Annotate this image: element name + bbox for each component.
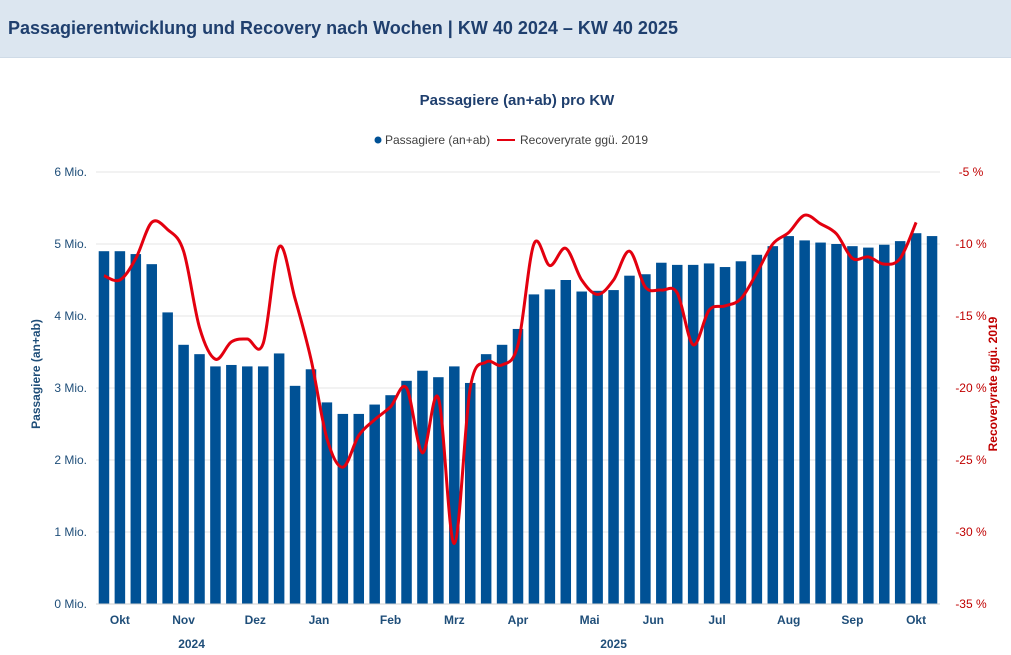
x-month-label: Dez [245,613,266,627]
bar [289,385,301,604]
bar [910,233,922,604]
legend-bar-marker [374,136,382,144]
bar [815,242,826,604]
bar [576,291,587,604]
bar [592,290,603,604]
bar [417,370,428,604]
x-axis: Okt Nov Dez Jan Feb Mrz Apr Mai Jun Jul Aug Sep Okt 2… [96,603,940,651]
x-month-label: Apr [508,613,529,627]
x-month-label: Jul [708,613,725,627]
bar [863,247,874,604]
y-right-tick-label: -10 % [955,237,987,251]
bar [496,344,508,604]
x-month-label: Feb [380,613,401,627]
bar [146,264,157,604]
bar [464,382,476,604]
y-left-tick-label: 5 Mio. [54,237,87,251]
y-axis-left-label: Passagiere (an+ab) [29,319,43,429]
bar [242,366,253,604]
bar [926,236,938,604]
bar [767,246,779,604]
y-left-tick-label: 3 Mio. [54,381,87,395]
legend-line-label[interactable]: Recoveryrate ggü. 2019 [520,133,648,147]
y-right-tick-label: -15 % [955,309,987,323]
bar [894,241,906,604]
bar [512,328,524,604]
legend[interactable]: Passagiere (an+ab) Recoveryrate ggü. 201… [374,133,649,147]
bar [226,364,237,604]
legend-bar-label[interactable]: Passagiere (an+ab) [385,133,490,147]
bar [369,404,380,604]
page-header: Passagierentwicklung und Recovery nach W… [0,0,1011,58]
bar [273,353,285,604]
bar [305,369,317,604]
bar [210,366,221,604]
bar [656,262,667,604]
bar [353,413,365,604]
bar [831,244,842,604]
bar [130,254,142,604]
y-left-tick-label: 4 Mio. [54,309,87,323]
x-month-label: Aug [777,613,800,627]
x-year-label: 2024 [178,637,205,651]
x-month-label: Nov [172,613,195,627]
bar [480,354,492,604]
bar [560,280,572,604]
x-month-label: Jan [309,613,330,627]
x-month-label: Okt [906,613,926,627]
line-series [103,213,918,546]
bar [608,290,619,604]
y-axis-left: 0 Mio. 1 Mio. 2 Mio. 3 Mio. 4 Mio. 5 Mio. 6 Mi… [54,165,87,611]
bar [162,312,173,604]
bar [337,413,349,604]
bar [640,274,651,604]
y-right-tick-label: -30 % [955,525,987,539]
bar [544,289,556,604]
bar [624,275,635,604]
x-month-label: Sep [841,613,863,627]
y-left-tick-label: 0 Mio. [54,597,87,611]
y-right-tick-label: -25 % [955,453,987,467]
bar [385,395,396,604]
bar [671,264,683,604]
x-month-label: Mrz [444,613,465,627]
chart-title: Passagiere (an+ab) pro KW [420,92,615,109]
bar [257,366,269,604]
y-left-tick-label: 1 Mio. [54,525,87,539]
y-axis-right-label: Recoveryrate ggü. 2019 [986,316,1000,451]
bar [687,264,699,604]
bar [114,251,126,604]
y-right-tick-label: -20 % [955,381,987,395]
bar [321,402,333,604]
y-right-tick-label: -5 % [959,165,984,179]
page-title: Passagierentwicklung und Recovery nach W… [8,18,678,38]
bar [735,261,747,604]
x-month-label: Okt [110,613,130,627]
x-month-label: Jun [643,613,664,627]
bar [178,344,189,604]
y-right-tick-label: -35 % [955,597,987,611]
x-month-label: Mai [580,613,600,627]
y-axis-right: -35 % -30 % -25 % -20 % -15 % -10 % -5 % [955,165,987,611]
bar [449,366,460,604]
bar [783,236,794,604]
bar [799,240,810,604]
bar [751,254,763,605]
bar [703,263,715,604]
bar [719,267,731,604]
bar [401,380,412,604]
y-left-tick-label: 6 Mio. [54,165,87,179]
recovery-rate-line [103,213,918,546]
bar [433,377,444,604]
y-left-tick-label: 2 Mio. [54,453,87,467]
bar [879,244,890,604]
combo-chart: Passagiere (an+ab) pro KW Passagiere (an… [29,92,1000,651]
bar [98,251,110,604]
bar [194,354,205,604]
bar [847,246,858,604]
x-year-label: 2025 [600,637,627,651]
bar [528,294,540,604]
bar-series [98,233,938,605]
